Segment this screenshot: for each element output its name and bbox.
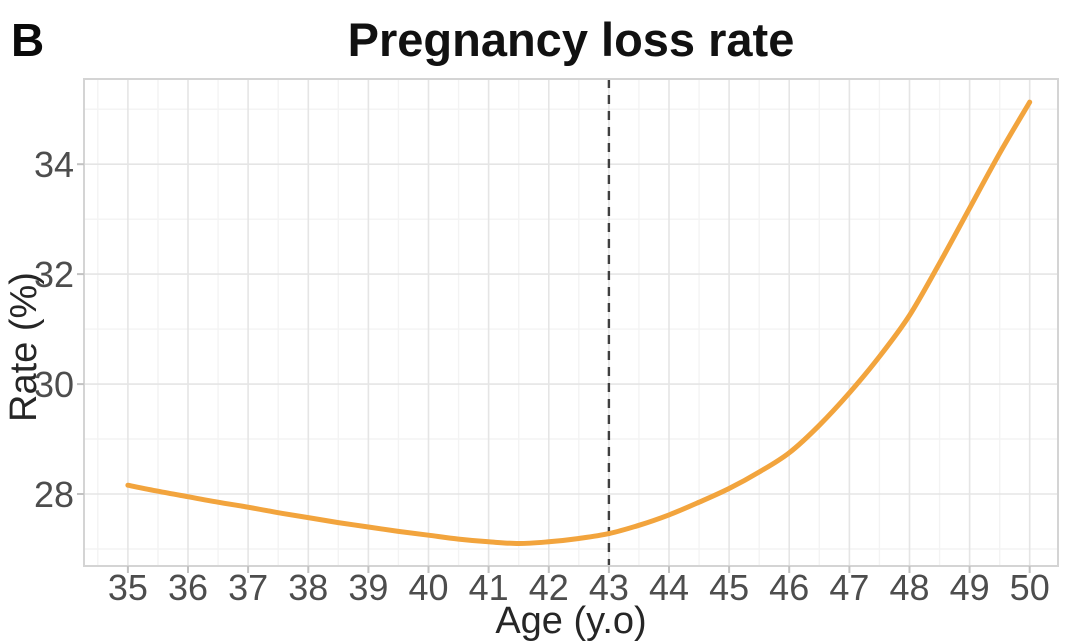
x-tick-label: 38: [288, 567, 328, 608]
x-tick-label: 44: [649, 567, 689, 608]
y-tick-label: 34: [34, 144, 74, 185]
series-curves: [125, 99, 1033, 547]
major-gridlines: [84, 79, 1058, 566]
y-tick-label: 28: [34, 474, 74, 515]
x-tick-label: 47: [829, 567, 869, 608]
x-tick-label: 50: [1010, 567, 1050, 608]
x-tick-label: 39: [348, 567, 388, 608]
x-tick-label: 43: [589, 567, 629, 608]
panel-border: [83, 78, 1059, 567]
loss-rate-curve: [125, 99, 1033, 547]
axis-tick-marks: [77, 163, 1031, 573]
y-tick-label: 32: [34, 254, 74, 295]
y-tick-label: 30: [34, 364, 74, 405]
x-tick-label: 35: [108, 567, 148, 608]
x-tick-label: 42: [529, 567, 569, 608]
x-tick-label: 41: [469, 567, 509, 608]
x-tick-label: 49: [950, 567, 990, 608]
panel-border-rect: [83, 78, 1059, 567]
x-tick-label: 45: [709, 567, 749, 608]
axis-tick-labels: 35 36 37 38 39 40 41 42 43 44 45 46 47 48 49 50 28 30 32 34: [34, 144, 1050, 608]
x-tick-label: 36: [168, 567, 208, 608]
chart-title: Pregnancy loss rate: [347, 13, 795, 66]
minor-gridlines: [84, 79, 1058, 566]
x-axis-title: Age (y.o): [495, 600, 647, 642]
x-tick-label: 48: [889, 567, 929, 608]
x-tick-label: 37: [228, 567, 268, 608]
panel-label: B: [11, 14, 45, 66]
x-tick-label: 46: [769, 567, 809, 608]
x-tick-label: 40: [408, 567, 448, 608]
